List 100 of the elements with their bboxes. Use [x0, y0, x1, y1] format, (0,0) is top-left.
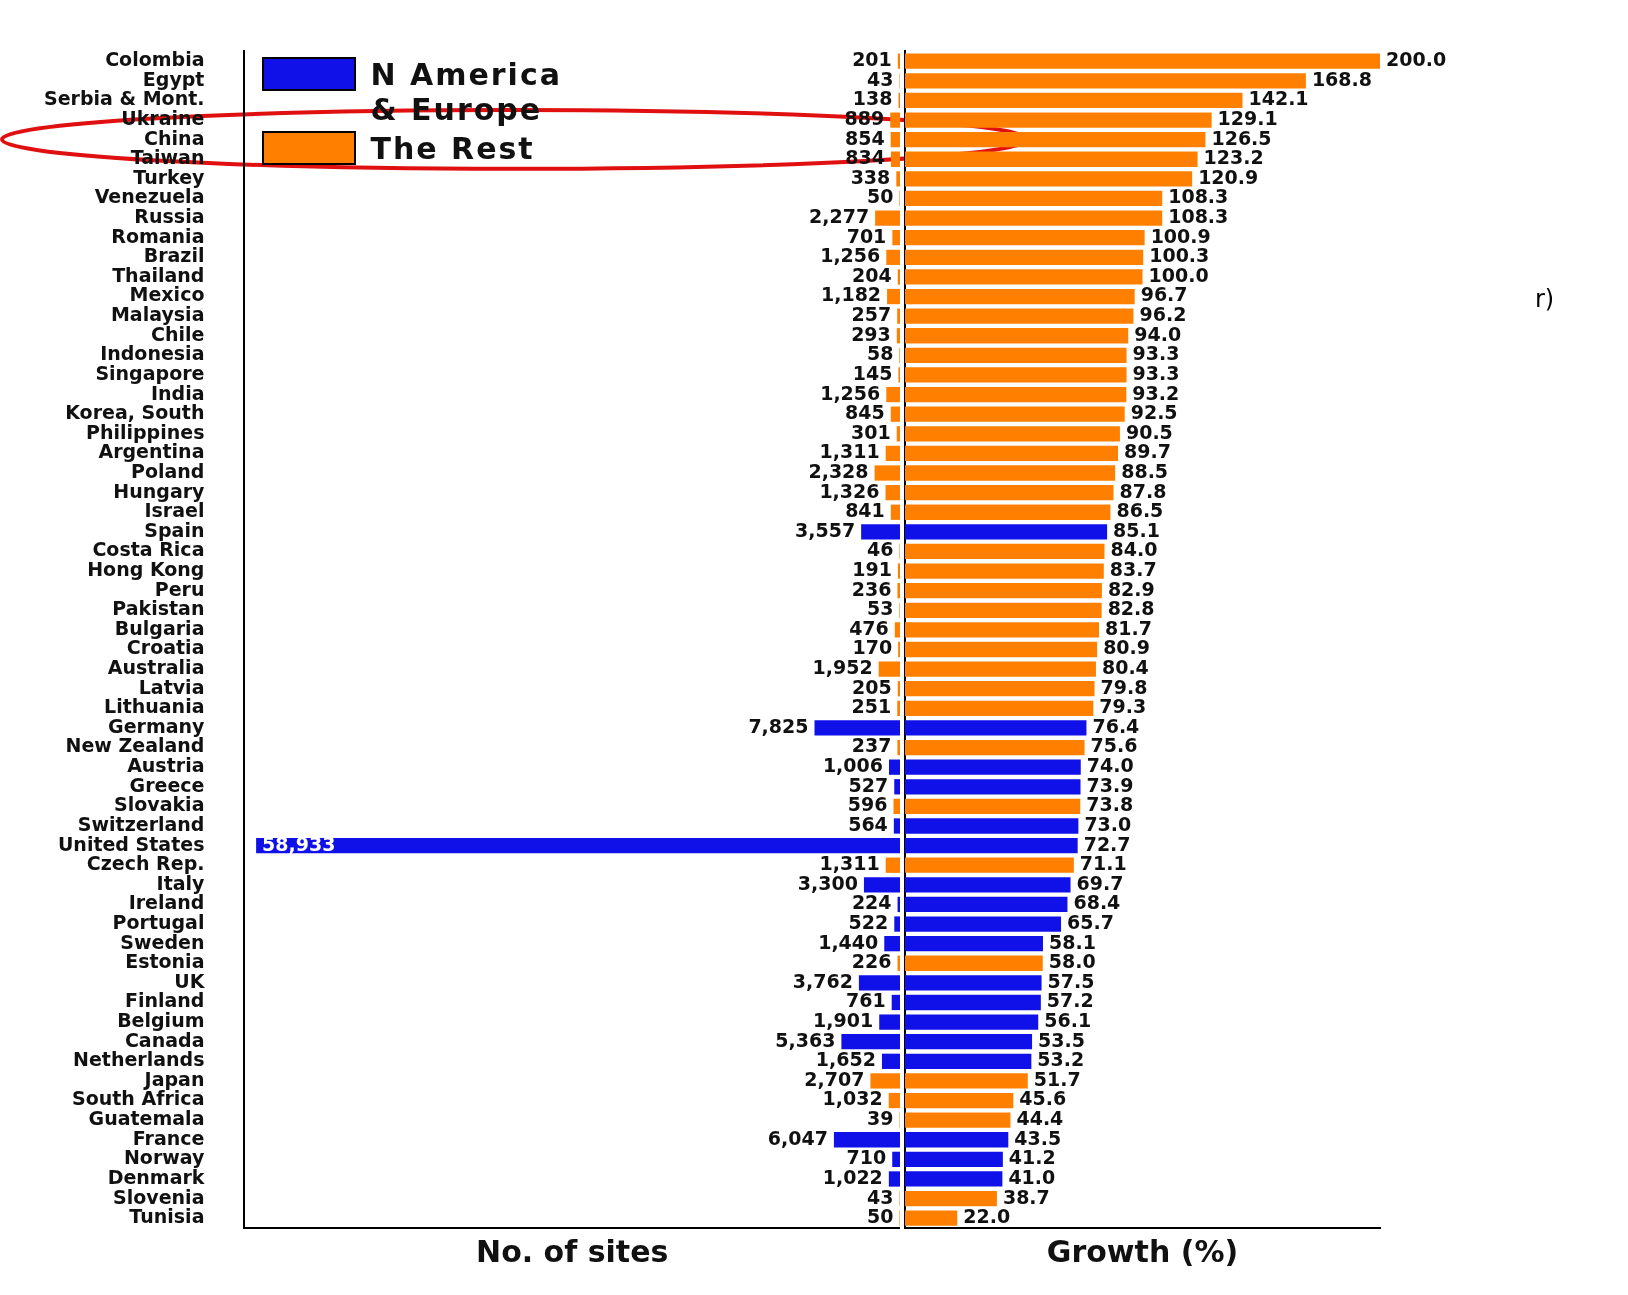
bar [905, 720, 1087, 736]
data-label: 43 [867, 1185, 894, 1208]
bar [905, 1190, 997, 1207]
bar [905, 1210, 958, 1226]
data-label: 83.7 [1109, 558, 1157, 580]
bar [905, 563, 1104, 579]
bar [905, 132, 1206, 148]
bar [905, 73, 1306, 89]
legend-label: The Rest [370, 131, 535, 167]
data-label: 1,440 [818, 930, 879, 953]
bar [897, 269, 900, 285]
bar [905, 1171, 1003, 1187]
data-label: 1,652 [815, 1048, 876, 1071]
data-label: 57.2 [1046, 989, 1094, 1012]
bar [892, 230, 900, 246]
bar [905, 1034, 1033, 1050]
bar [894, 916, 900, 932]
bar [890, 112, 900, 128]
bar [888, 1171, 900, 1187]
bar [897, 583, 900, 599]
bar [841, 1034, 900, 1050]
bar [905, 524, 1108, 540]
bar [905, 602, 1102, 618]
bar [896, 171, 900, 187]
bar [884, 936, 900, 952]
data-label: 93.2 [1132, 381, 1180, 404]
bar [893, 798, 900, 815]
data-label: 87.8 [1119, 479, 1167, 502]
bar [890, 406, 900, 422]
bar [905, 1112, 1011, 1128]
bar [905, 504, 1111, 520]
bar [905, 171, 1193, 187]
data-label: 338 [850, 165, 891, 188]
data-label: 50 [867, 185, 894, 208]
bar [905, 877, 1071, 893]
bar [885, 445, 900, 462]
bar [878, 661, 900, 677]
bar [888, 1092, 900, 1109]
bar [905, 1092, 1014, 1109]
bar [905, 661, 1096, 677]
text: r) [1535, 285, 1555, 313]
data-label: 7,825 [748, 714, 809, 737]
bar [905, 210, 1163, 226]
data-label: 761 [846, 989, 886, 1012]
y-tick-label: Finland [124, 989, 205, 1012]
bar [905, 798, 1081, 815]
data-label: 38.7 [1002, 1185, 1050, 1208]
y-tick-label: Colombia [105, 48, 205, 71]
bar [897, 700, 900, 716]
bar [875, 210, 900, 226]
bar [905, 367, 1127, 383]
data-label: 138 [852, 87, 893, 110]
bar [905, 426, 1120, 442]
data-label: 226 [851, 950, 892, 973]
bar [897, 563, 900, 579]
bar [905, 1151, 1003, 1168]
bar [894, 622, 900, 638]
bar [858, 975, 900, 991]
y-tick-label: Spain [144, 518, 205, 541]
bar [814, 720, 900, 736]
bar [905, 445, 1119, 462]
bar [905, 53, 1380, 69]
data-label: 236 [851, 577, 892, 600]
bar [885, 857, 900, 873]
data-label: 82.9 [1107, 577, 1155, 600]
bar [905, 230, 1145, 246]
bar [890, 151, 900, 167]
data-label: 39 [867, 1107, 894, 1130]
bar [905, 818, 1079, 834]
bar [905, 328, 1129, 344]
data-label: 1,311 [819, 852, 880, 875]
bar [905, 837, 1078, 854]
y-tick-label: Malaysia [110, 303, 205, 326]
bar [905, 190, 1163, 207]
bar [905, 347, 1127, 363]
bar [905, 92, 1243, 109]
bar [881, 1053, 900, 1069]
data-label: 1,032 [822, 1087, 883, 1110]
data-label: 108.3 [1168, 185, 1229, 208]
y-tick-label: Norway [123, 1146, 206, 1169]
x-axis-title: No. of sites [476, 1233, 669, 1269]
bar [905, 916, 1062, 932]
data-label: 6,047 [767, 1126, 828, 1149]
data-label: 251 [851, 695, 892, 718]
bar [905, 975, 1042, 991]
bar [905, 484, 1114, 501]
bar [905, 994, 1041, 1011]
bar [889, 759, 900, 775]
bar [905, 641, 1098, 658]
data-label: 170 [852, 636, 893, 659]
bar [887, 288, 900, 305]
y-tick-label: Czech Rep. [86, 852, 205, 875]
data-label: 126.5 [1211, 126, 1272, 149]
bar [890, 132, 900, 148]
y-tick-label: United States [57, 832, 205, 855]
bar [905, 622, 1100, 638]
data-label: 75.6 [1090, 734, 1138, 757]
data-label: 22.0 [963, 1205, 1011, 1228]
bar [905, 249, 1144, 265]
y-tick-label: Slovenia [113, 1185, 205, 1208]
